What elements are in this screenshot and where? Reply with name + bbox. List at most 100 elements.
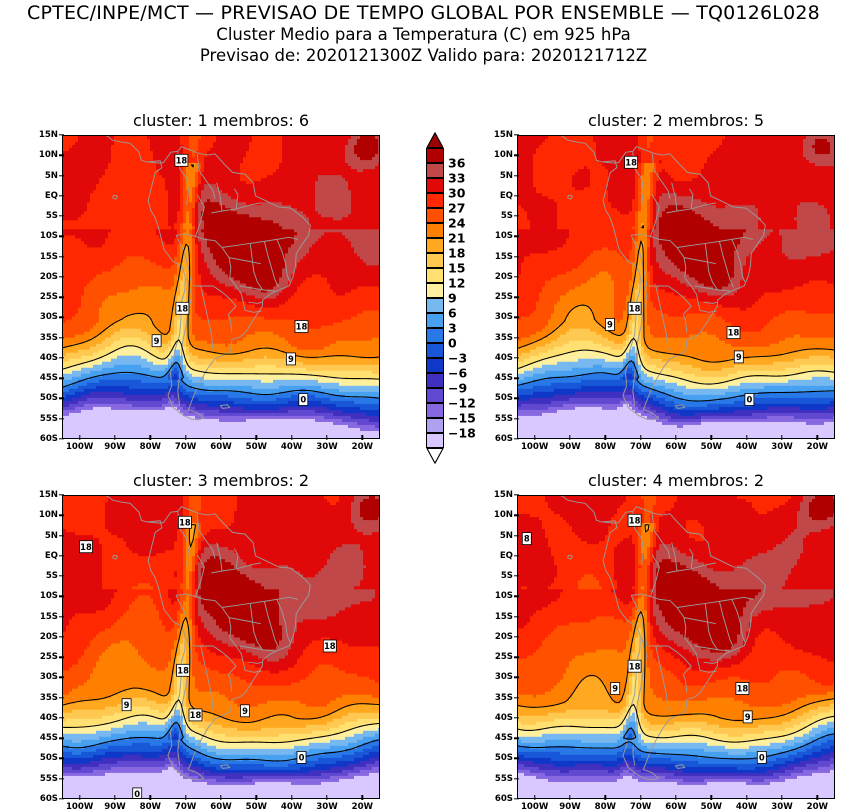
y-axis-tick-label: 55S — [494, 773, 513, 784]
svg-text:9: 9 — [736, 352, 742, 362]
y-axis-tick-mark — [514, 276, 519, 278]
x-axis-tick-label: 90W — [559, 802, 581, 812]
colorbar-band — [426, 148, 444, 163]
x-axis-tick-mark — [326, 435, 328, 440]
y-axis-tick-mark — [59, 215, 64, 217]
y-axis-tick-label: 30S — [494, 312, 513, 323]
y-axis-tick-mark — [59, 397, 64, 400]
panel-cluster-3: cluster: 3 membros: 2 18 18 18 18 18 9 9 0 0 15N 10… — [39, 471, 380, 812]
y-axis-tick-label: EQ — [499, 550, 513, 561]
x-axis-tick-mark — [533, 435, 536, 440]
header-line-1: CPTEC/INPE/MCT — PREVISAO DE TEMPO GLOBA… — [27, 2, 820, 24]
y-axis-tick-label: 25S — [494, 292, 513, 303]
y-axis-tick-label: 5S — [500, 211, 513, 222]
y-axis-tick-label: EQ — [44, 550, 58, 561]
y-axis-tick-mark — [514, 438, 519, 440]
x-axis-tick-mark — [149, 435, 152, 440]
x-axis-tick-mark — [639, 435, 642, 440]
y-axis-tick-label: 15N — [493, 490, 513, 500]
x-axis-tick-label: 100W — [520, 802, 549, 812]
colorbar-band — [426, 298, 444, 313]
colorbar-band — [426, 268, 444, 283]
y-axis-tick-mark — [59, 696, 64, 699]
chart-header: CPTEC/INPE/MCT — PREVISAO DE TEMPO GLOBA… — [0, 0, 847, 65]
y-axis-tick-mark — [514, 676, 519, 679]
x-axis-tick-mark — [745, 795, 748, 800]
colorbar-tick-label: 12 — [448, 275, 466, 291]
svg-text:18: 18 — [176, 155, 188, 165]
y-axis-tick-label: 55S — [494, 413, 513, 424]
y-axis-tick-label: 30S — [494, 672, 513, 683]
y-axis-tick-label: 40S — [494, 352, 513, 363]
y-axis-tick-label: 15N — [493, 130, 513, 140]
y-axis-tick-mark — [514, 174, 519, 177]
y-axis-tick-label: 55S — [39, 413, 58, 424]
svg-text:9: 9 — [607, 320, 613, 330]
y-axis-tick-mark — [59, 636, 64, 638]
x-axis-tick-label: 20W — [806, 802, 829, 812]
y-axis-tick-mark — [514, 555, 519, 557]
y-axis-tick-mark — [59, 174, 64, 177]
y-axis-tick-mark — [514, 215, 519, 217]
y-axis-tick-mark — [514, 377, 519, 379]
x-axis-tick-label: 20W — [351, 802, 374, 812]
x-axis-tick-label: 60W — [210, 802, 232, 812]
y-axis-tick-label: 60S — [494, 794, 513, 804]
y-axis-tick-label: 25S — [494, 652, 513, 663]
x-axis-tick-label: 30W — [316, 802, 338, 812]
x-axis-tick-label: 80W — [139, 802, 162, 812]
y-axis-tick-mark — [514, 636, 519, 638]
x-axis-tick-mark — [290, 795, 293, 800]
y-axis-tick-mark — [59, 494, 64, 496]
x-axis-tick-label: 60W — [665, 442, 687, 452]
colorbar-band — [426, 283, 444, 298]
svg-text:9: 9 — [242, 706, 248, 716]
x-axis-tick-label: 90W — [104, 802, 126, 812]
svg-text:18: 18 — [177, 303, 189, 313]
y-axis-tick-mark — [59, 438, 64, 440]
colorbar-band — [426, 403, 444, 418]
colorbar-tick-label: −18 — [448, 425, 476, 441]
y-axis-tick-mark — [59, 595, 64, 598]
y-axis-tick-label: 50S — [39, 753, 58, 764]
svg-text:18: 18 — [177, 665, 189, 675]
y-axis-tick-label: 20S — [39, 631, 58, 642]
y-axis-tick-mark — [514, 397, 519, 400]
colorbar-band — [426, 313, 444, 328]
y-axis-tick-mark — [514, 235, 519, 238]
x-axis-tick-label: 40W — [735, 442, 758, 452]
colorbar-top-arrow — [426, 132, 444, 149]
y-axis-tick-mark — [59, 195, 64, 197]
colorbar-band — [426, 163, 444, 178]
y-axis-tick-mark — [59, 757, 64, 760]
y-axis-tick-mark — [59, 336, 64, 339]
y-axis-tick-label: 40S — [39, 352, 58, 363]
colorbar-band — [426, 343, 444, 358]
x-axis-tick-mark — [569, 795, 571, 800]
y-axis-tick-label: 50S — [494, 753, 513, 764]
colorbar-tick-label: 24 — [448, 215, 466, 231]
y-axis-tick-mark — [514, 357, 519, 359]
x-axis-tick-label: 40W — [280, 442, 303, 452]
x-axis-tick-mark — [710, 795, 713, 800]
colorbar-tick-label: 0 — [448, 335, 457, 351]
colorbar-tick-label: −12 — [448, 395, 476, 411]
y-axis-tick-label: 10N — [493, 510, 513, 521]
colorbar-band — [426, 253, 444, 268]
x-axis-tick-label: 100W — [520, 442, 549, 452]
y-axis-tick-mark — [514, 615, 519, 618]
x-axis-tick-mark — [184, 435, 187, 440]
y-axis-tick-mark — [514, 778, 519, 780]
y-axis-tick-mark — [514, 255, 519, 258]
panel-title-cluster-3: cluster: 3 membros: 2 — [132, 471, 310, 490]
x-axis-tick-label: 70W — [629, 802, 652, 812]
x-axis-tick-mark — [114, 435, 116, 440]
y-axis-tick-mark — [514, 494, 519, 496]
y-axis-tick-label: 5S — [45, 211, 58, 222]
x-axis-tick-label: 40W — [735, 802, 758, 812]
y-axis-tick-label: 10S — [39, 591, 58, 602]
y-axis-tick-mark — [59, 276, 64, 278]
x-axis-tick-label: 40W — [280, 802, 303, 812]
colorbar-tick-label: 3 — [448, 320, 457, 336]
x-axis-tick-mark — [114, 795, 116, 800]
